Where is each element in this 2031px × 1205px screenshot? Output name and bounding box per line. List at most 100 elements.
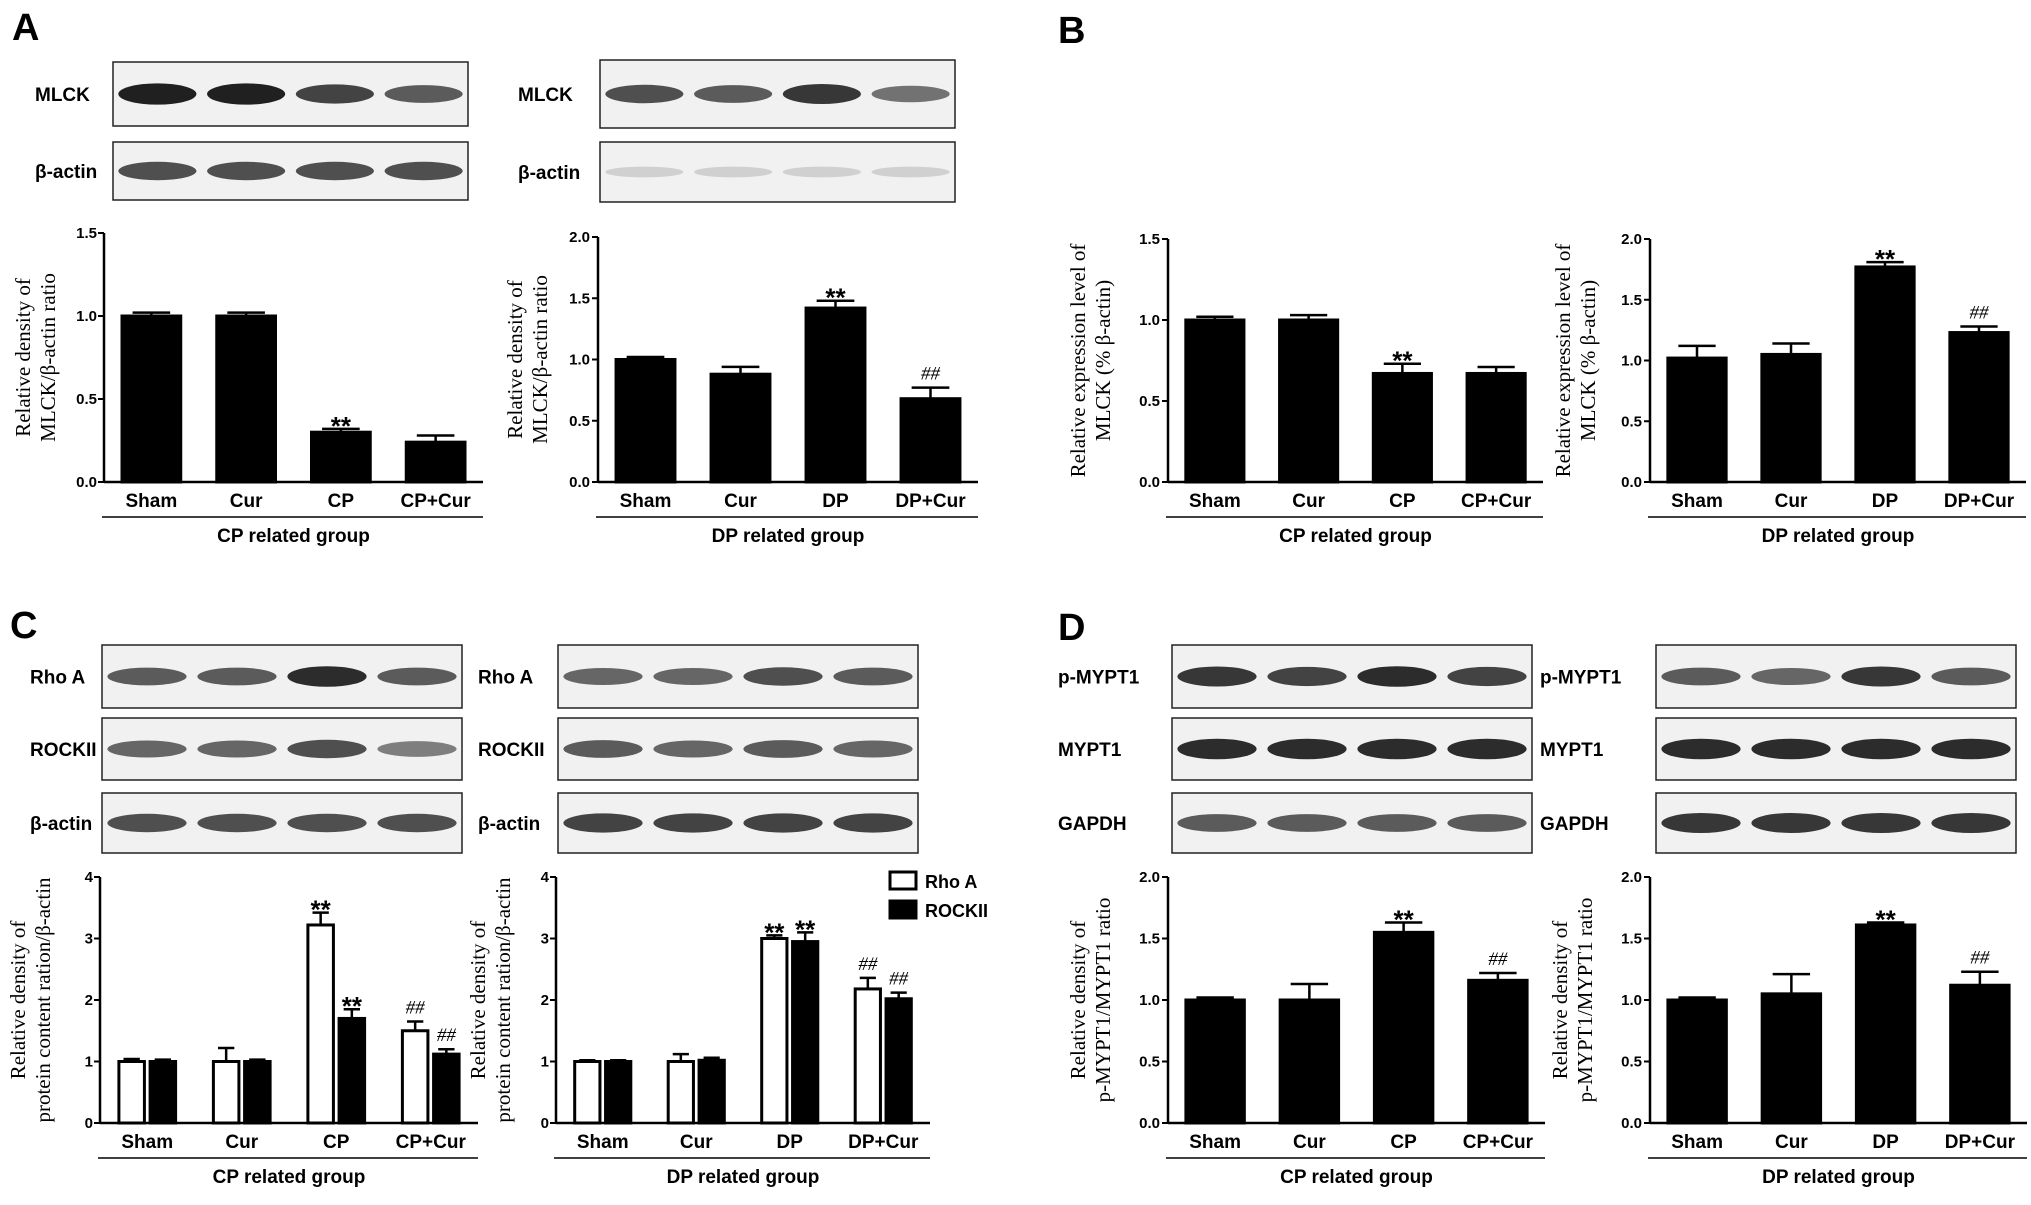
blot-band — [1357, 666, 1437, 687]
blot-band — [833, 813, 913, 833]
blot-band — [1357, 814, 1437, 832]
category-label-cp-cur: CP+Cur — [1463, 1132, 1534, 1153]
group-label: CP related group — [213, 1167, 366, 1188]
y-tick-label: 0.0 — [76, 474, 97, 491]
y-tick-label: 1.0 — [76, 308, 97, 325]
y-tick-label: 1.5 — [1139, 231, 1160, 248]
bar-sham-rho-a — [573, 1060, 602, 1125]
blot-band — [197, 813, 277, 833]
y-tick-label: 1.5 — [569, 290, 590, 307]
blot-band — [287, 666, 367, 687]
blot-a1: MLCK β-actin — [35, 61, 469, 201]
blot-band — [197, 667, 277, 686]
category-label-sham: Sham — [121, 1132, 173, 1153]
bar-sham — [614, 358, 677, 484]
bar-cur-rockii — [697, 1058, 726, 1125]
significance-marker: ** — [331, 411, 352, 441]
bar-sham — [1666, 356, 1728, 484]
y-axis-label: MLCK/β-actin ratio — [528, 275, 552, 444]
bar-cp-cur-rho-a — [400, 1029, 430, 1125]
blot-band — [871, 166, 950, 178]
blot-band — [1931, 738, 2011, 760]
blot-band — [563, 740, 643, 758]
chart-a1: 0.0 0.5 1.0 1.5 Relative density of MLCK/β-ac… — [11, 225, 483, 547]
significance-marker: ** — [825, 283, 846, 313]
blot-band — [1267, 666, 1347, 687]
y-tick-label: 1.5 — [76, 225, 97, 242]
blot-label-actin: β-actin — [478, 814, 540, 835]
blot-label-p-mypt1: p-MYPT1 — [1058, 668, 1140, 689]
y-tick-label: 3 — [541, 931, 549, 948]
blot-band — [782, 166, 861, 178]
blot-d1: p-MYPT1 MYPT1 GAPDH — [1058, 644, 1533, 854]
bar-sham-rockii — [604, 1060, 633, 1125]
y-tick-label: 0.0 — [1621, 1115, 1642, 1132]
y-tick-label: 2 — [85, 992, 93, 1009]
panel-letter-c: C — [10, 605, 37, 647]
category-label-cur: Cur — [1775, 1132, 1808, 1153]
bar-cp — [1372, 930, 1435, 1125]
bar-cp — [1371, 371, 1433, 484]
category-label-dp-cur: DP+Cur — [848, 1132, 919, 1153]
category-label-sham: Sham — [577, 1132, 629, 1153]
category-label-cp: CP — [1390, 1132, 1417, 1153]
blot-label-actin: β-actin — [35, 162, 97, 183]
blot-d2: p-MYPT1 MYPT1 GAPDH — [1540, 644, 2017, 854]
blot-band — [107, 813, 187, 833]
group-label: CP related group — [1280, 1167, 1433, 1188]
blot-band — [1357, 738, 1437, 760]
chart-a2: 0.0 0.5 1.0 1.5 2.0 Relative density of MLCK/β… — [503, 229, 978, 547]
chart-d2: 0.0 0.5 1.0 1.5 2.0 Relative density of p-MYPT… — [1548, 869, 2027, 1188]
bar-dp-cur — [1949, 983, 2011, 1125]
legend-swatch-rockii — [888, 899, 918, 920]
bar-cur — [709, 372, 772, 484]
group-label: CP related group — [217, 526, 370, 547]
category-label-dp: DP — [1872, 491, 1899, 512]
blot-band — [107, 740, 187, 758]
category-label-cp: CP — [328, 491, 355, 512]
panel-letter-b: B — [1058, 10, 1085, 52]
category-label-cur: Cur — [1775, 491, 1808, 512]
blot-band — [197, 740, 277, 758]
significance-marker: ** — [342, 991, 363, 1021]
bar-cur — [1278, 998, 1341, 1125]
y-axis-label: Relative density of — [6, 921, 30, 1080]
bar-cp-cur-rockii — [432, 1052, 461, 1125]
blot-label-actin: β-actin — [30, 814, 92, 835]
chart-c1: 0 1 2 3 4 Relative density of protein content … — [6, 869, 478, 1188]
bar-sham — [120, 314, 183, 484]
blot-band — [1447, 738, 1527, 760]
blot-band — [1447, 814, 1527, 832]
category-label-cur: Cur — [724, 491, 757, 512]
category-label-cp: CP — [323, 1132, 350, 1153]
y-tick-label: 0.5 — [1621, 413, 1642, 430]
bar-cp — [310, 430, 372, 484]
blot-label-actin: β-actin — [518, 163, 580, 184]
y-tick-label: 1.0 — [569, 352, 590, 369]
y-axis-label: MLCK (% β-actin) — [1091, 280, 1115, 441]
bar-cur-rockii — [243, 1060, 272, 1125]
bar-cp-cur — [404, 440, 467, 484]
blot-band — [653, 813, 733, 833]
blot-band — [1841, 813, 1921, 833]
blot-c1: Rho A ROCKII β-actin — [30, 644, 463, 854]
y-axis-label: Relative density of — [466, 921, 490, 1080]
chart-b2: 0.0 0.5 1.0 1.5 2.0 Relative expression level… — [1551, 231, 2026, 547]
blot-label-rho-a: Rho A — [478, 668, 534, 689]
legend-swatch-rho-a — [888, 870, 918, 891]
y-tick-label: 1 — [541, 1054, 549, 1071]
panel-letter-d: D — [1058, 607, 1085, 649]
bar-dp-cur — [899, 397, 962, 484]
blot-band — [694, 166, 773, 178]
category-label-dp-cur: DP+Cur — [895, 491, 966, 512]
blot-band — [384, 85, 463, 103]
blot-band — [563, 667, 643, 686]
chart-c2: 0 1 2 3 4 Relative density of protein content … — [466, 869, 930, 1188]
blot-band — [1447, 666, 1527, 687]
category-label-dp-cur: DP+Cur — [1945, 1132, 2016, 1153]
category-label-cur: Cur — [1293, 1132, 1326, 1153]
blot-label-p-mypt1: p-MYPT1 — [1540, 668, 1622, 689]
bar-cp-rockii — [337, 1016, 367, 1125]
legend-label-rho-a: Rho A — [925, 872, 977, 892]
